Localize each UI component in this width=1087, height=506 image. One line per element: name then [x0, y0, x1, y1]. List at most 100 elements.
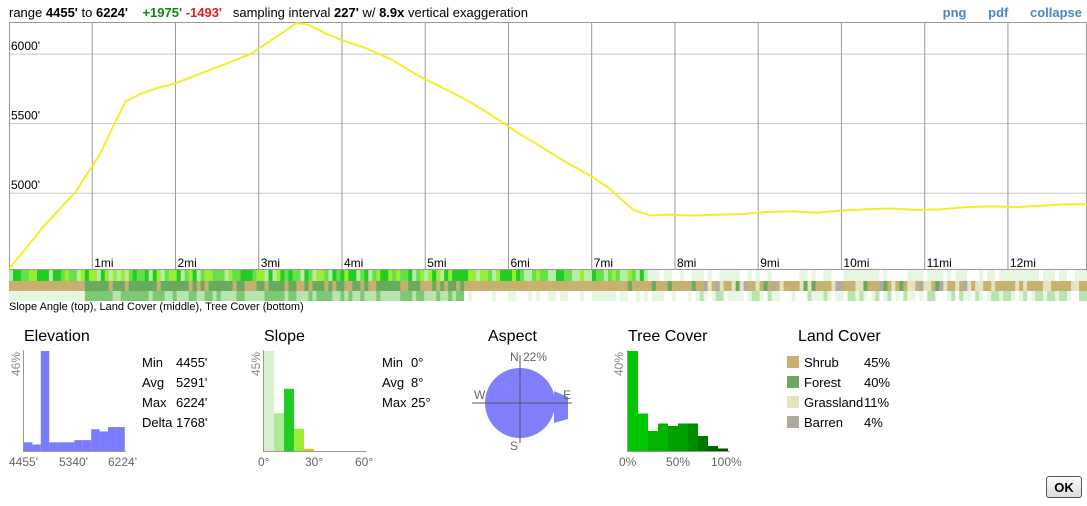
tree-cover-band-cell	[216, 291, 222, 301]
slope-band-cell	[364, 270, 369, 281]
slope-band-cell	[787, 270, 793, 281]
ok-button[interactable]: OK	[1046, 476, 1082, 498]
slope-band-cell	[464, 270, 469, 281]
slope-band-cell	[795, 270, 801, 281]
tree-cover-histogram	[627, 350, 730, 452]
tree-cover-band-cell	[683, 291, 689, 301]
land-cover-band-cell	[492, 281, 497, 291]
land-cover-band-cell	[955, 281, 960, 291]
tree-cover-band-cell	[563, 291, 569, 301]
tree-cover-band-cell	[955, 291, 960, 301]
slope-band-cell	[879, 270, 884, 281]
slope-band-cell	[200, 270, 206, 281]
slope-band-cell	[260, 270, 266, 281]
slope-band-cell	[252, 270, 258, 281]
grassland-swatch	[787, 396, 799, 408]
land-cover-band-cell	[555, 281, 561, 291]
tree-cover-band-cell	[631, 291, 637, 301]
slope-band-cell	[695, 270, 701, 281]
land-cover-band-cell	[767, 281, 773, 291]
slope-band-cell	[332, 270, 337, 281]
tree-cover-band-cell	[627, 291, 633, 301]
slope-band-cell	[372, 270, 377, 281]
slope-band-cell	[220, 270, 226, 281]
tree-cover-band-cell	[991, 291, 996, 301]
land-cover-band-cell	[779, 281, 785, 291]
land-cover-label: Forest	[804, 375, 841, 390]
tree-cover-band-cell	[228, 291, 234, 301]
land-cover-band-cell	[388, 281, 393, 291]
slope-histogram	[263, 350, 366, 452]
tree-cover-band-cell	[855, 291, 861, 301]
tree-cover-band-cell	[252, 291, 258, 301]
tree-cover-band-cell	[460, 291, 465, 301]
tree-cover-band-cell	[975, 291, 980, 301]
tree-cover-band-cell	[1075, 291, 1080, 301]
land-cover-band-cell	[847, 281, 853, 291]
land-cover-band-cell	[755, 281, 761, 291]
histogram-bar	[74, 440, 83, 451]
slope-band-cell	[823, 270, 829, 281]
distance-tick-label: 11mi	[927, 256, 952, 270]
slope-band-cell	[432, 270, 437, 281]
histogram-bar	[294, 428, 304, 451]
slope-band-cell	[64, 270, 70, 281]
slope-band-cell	[891, 270, 896, 281]
land-cover-band-cell	[168, 281, 174, 291]
land-cover-band-cell	[264, 281, 270, 291]
land-cover-band-cell	[827, 281, 833, 291]
tree-cover-band-cell	[559, 291, 565, 301]
slope-band-cell	[751, 270, 757, 281]
land-cover-band-cell	[939, 281, 944, 291]
tree-cover-band-cell	[667, 291, 673, 301]
tree-cover-band-cell	[484, 291, 489, 301]
tree-cover-band-cell	[927, 291, 932, 301]
land-cover-band-cell	[508, 281, 513, 291]
land-cover-band-cell	[587, 281, 593, 291]
land-cover-band-cell	[548, 281, 553, 291]
histogram-bar	[32, 444, 41, 451]
slope-band-cell	[120, 270, 126, 281]
slope-band-cell	[108, 270, 114, 281]
slope-band-cell	[320, 270, 326, 281]
land-cover-band-cell	[240, 281, 246, 291]
histogram-bar	[638, 413, 648, 451]
land-cover-band-cell	[1039, 281, 1044, 291]
histogram-bar	[284, 388, 294, 451]
tree-cover-band-cell	[599, 291, 605, 301]
tree-cover-band-cell	[36, 291, 42, 301]
tree-cover-band-cell	[1035, 291, 1040, 301]
land-cover-band-cell	[444, 281, 449, 291]
slope-band-cell	[831, 270, 837, 281]
land-cover-band-cell	[316, 281, 322, 291]
land-cover-band-cell	[396, 281, 401, 291]
aspect-title: Aspect	[488, 328, 537, 345]
slope-band-cell	[376, 270, 381, 281]
png-link[interactable]: png	[942, 5, 967, 20]
land-cover-band-cell	[276, 281, 282, 291]
sampling-interval: 227'	[334, 5, 359, 20]
slope-band-cell	[1039, 270, 1044, 281]
distance-tick-label: 1mi	[94, 256, 113, 270]
slope-band-cell	[496, 270, 501, 281]
elevation-tick-label: 5500'	[11, 109, 40, 123]
tree-cover-band-cell	[1027, 291, 1032, 301]
land-cover-band-cell	[272, 281, 278, 291]
pdf-link[interactable]: pdf	[988, 5, 1009, 20]
tree-cover-band-cell	[1071, 291, 1076, 301]
land-cover-band-cell	[635, 281, 641, 291]
slope-band-cell	[907, 270, 912, 281]
tree-cover-band-cell	[360, 291, 365, 301]
land-cover-band-cell	[324, 281, 330, 291]
collapse-link[interactable]: collapse	[1029, 5, 1082, 20]
land-cover-band-cell	[787, 281, 793, 291]
slope-band-cell	[827, 270, 833, 281]
tree-cover-band-cell	[68, 291, 74, 301]
land-cover-band-cell	[144, 281, 150, 291]
tree-cover-band-cell	[847, 291, 853, 301]
land-cover-title: Land Cover	[798, 328, 881, 345]
tree-cover-band-cell	[364, 291, 369, 301]
tree-cover-band-cell	[164, 291, 170, 301]
histogram-bar	[49, 442, 58, 451]
elevation-tick-label: 6000'	[11, 39, 40, 53]
